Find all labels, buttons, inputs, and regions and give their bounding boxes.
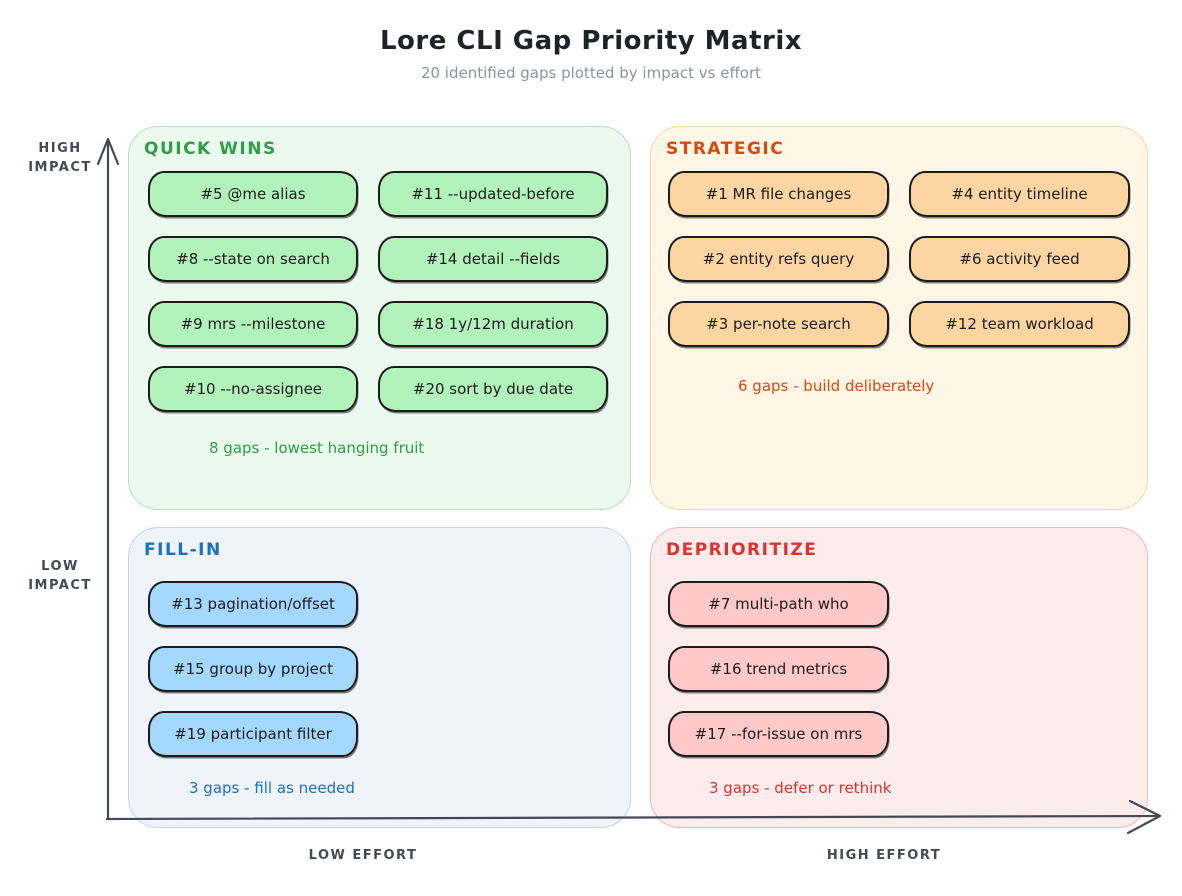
quadrant-fill-in: FILL-IN #13 pagination/offset #15 group …	[128, 527, 631, 828]
gap-item: #6 activity feed	[909, 236, 1130, 282]
gap-item: #18 1y/12m duration	[378, 301, 608, 347]
quadrant-quick-wins: QUICK WINS #5 @me alias #11 --updated-be…	[128, 126, 631, 510]
quadrant-quick-wins-title: QUICK WINS	[144, 139, 277, 159]
axis-label-high-effort: HIGH EFFORT	[826, 848, 942, 863]
gap-item: #13 pagination/offset	[148, 581, 358, 627]
quadrant-deprioritize: DEPRIORITIZE #7 multi-path who #16 trend…	[650, 527, 1148, 828]
gap-item: #3 per-note search	[668, 301, 889, 347]
gap-item: #14 detail --fields	[378, 236, 608, 282]
page-subtitle: 20 identified gaps plotted by impact vs …	[420, 64, 762, 82]
quadrant-quick-wins-summary: 8 gaps - lowest hanging fruit	[209, 439, 425, 457]
quadrant-fill-in-items: #13 pagination/offset #15 group by proje…	[148, 581, 358, 757]
gap-item: #12 team workload	[909, 301, 1130, 347]
quadrant-fill-in-summary: 3 gaps - fill as needed	[189, 779, 355, 797]
quadrant-deprioritize-items: #7 multi-path who #16 trend metrics #17 …	[668, 581, 889, 757]
gap-item: #4 entity timeline	[909, 171, 1130, 217]
quadrant-strategic: STRATEGIC #1 MR file changes #4 entity t…	[650, 126, 1148, 510]
gap-item: #8 --state on search	[148, 236, 358, 282]
gap-item: #1 MR file changes	[668, 171, 889, 217]
axis-label-high-impact: HIGH IMPACT	[28, 141, 92, 175]
gap-item: #5 @me alias	[148, 171, 358, 217]
gap-item: #19 participant filter	[148, 711, 358, 757]
quadrant-deprioritize-summary: 3 gaps - defer or rethink	[709, 779, 892, 797]
gap-item: #15 group by project	[148, 646, 358, 692]
quadrant-quick-wins-items: #5 @me alias #11 --updated-before #8 --s…	[148, 171, 608, 412]
gap-item: #10 --no-assignee	[148, 366, 358, 412]
gap-item: #17 --for-issue on mrs	[668, 711, 889, 757]
gap-item: #16 trend metrics	[668, 646, 889, 692]
gap-item: #20 sort by due date	[378, 366, 608, 412]
quadrant-strategic-items: #1 MR file changes #4 entity timeline #2…	[668, 171, 1130, 347]
gap-item: #7 multi-path who	[668, 581, 889, 627]
quadrant-deprioritize-title: DEPRIORITIZE	[666, 540, 818, 560]
quadrant-strategic-summary: 6 gaps - build deliberately	[738, 377, 935, 395]
gap-item: #11 --updated-before	[378, 171, 608, 217]
page-title: Lore CLI Gap Priority Matrix	[379, 26, 803, 56]
quadrant-strategic-title: STRATEGIC	[666, 139, 785, 159]
gap-item: #2 entity refs query	[668, 236, 889, 282]
quadrant-fill-in-title: FILL-IN	[144, 540, 222, 560]
axis-label-low-effort: LOW EFFORT	[308, 848, 418, 863]
axis-label-low-impact: LOW IMPACT	[28, 559, 92, 593]
gap-item: #9 mrs --milestone	[148, 301, 358, 347]
